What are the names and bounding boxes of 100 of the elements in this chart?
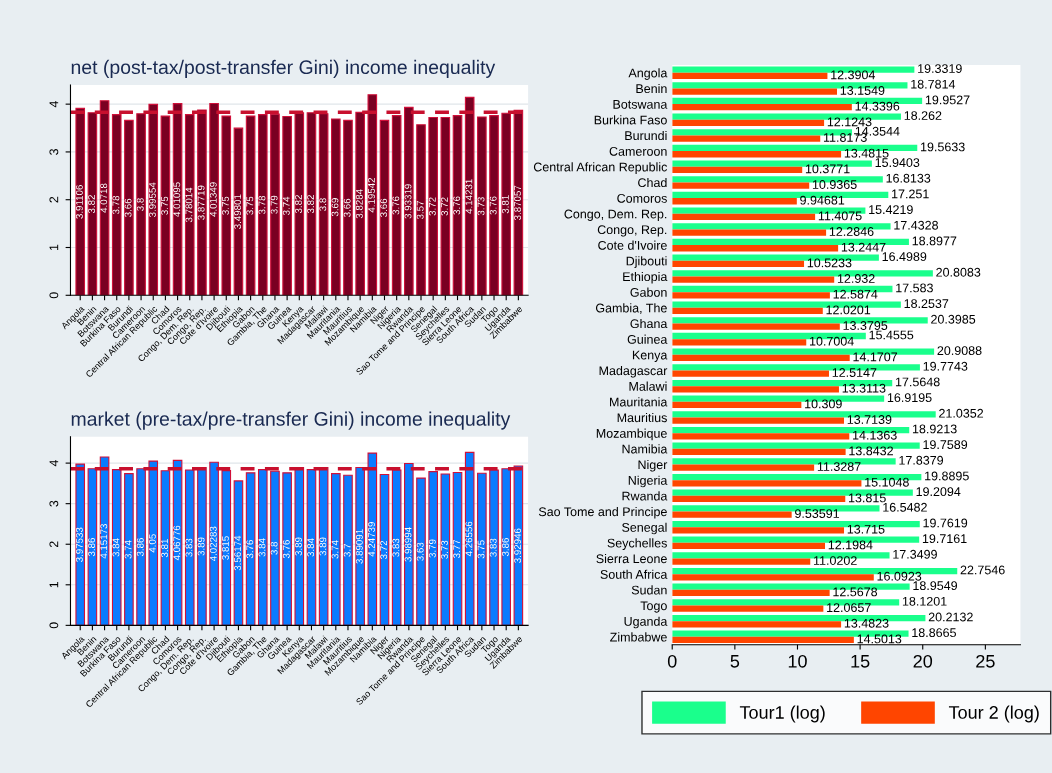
data-label: 3.72 [380, 540, 388, 559]
data-label: 18.1201 [902, 596, 947, 606]
y-tick-label: Ethiopia [623, 271, 668, 284]
data-label: 19.3319 [918, 64, 962, 73]
bar [672, 339, 807, 346]
data-label: 4.06776 [173, 525, 181, 561]
data-label: 3.93319 [404, 184, 412, 219]
data-label: 18.9549 [913, 581, 958, 591]
data-label: 3.56174 [234, 535, 242, 571]
bar [672, 448, 846, 456]
data-label: 13.4823 [844, 618, 889, 628]
data-label: 13.8432 [849, 446, 893, 456]
data-label: 3.83 [392, 538, 400, 557]
data-label: 3.74 [282, 196, 290, 216]
bar [672, 558, 811, 565]
data-label: 10.5233 [807, 258, 852, 268]
data-label: 3.86 [88, 538, 95, 557]
data-label: 12.5147 [832, 368, 877, 377]
y-tick-label: Uganda [624, 616, 668, 629]
data-label: 9.94681 [800, 195, 845, 205]
data-label: 12.3904 [831, 70, 876, 80]
bar [672, 229, 827, 236]
y-tick-label: Botswana [613, 100, 668, 109]
y-tick-label: 0 [49, 622, 59, 629]
bar [282, 116, 292, 296]
y-tick-label: South Africa [600, 569, 668, 579]
data-label: 3.82 [295, 195, 302, 214]
y-tick-label: 2 [49, 541, 59, 548]
bar [477, 116, 487, 296]
data-label: 4.19542 [368, 177, 375, 213]
data-label: 3.73 [477, 197, 485, 216]
data-label: 13.1549 [840, 86, 885, 95]
data-label: 15.1048 [865, 477, 909, 487]
data-label: 3.99554 [148, 182, 156, 218]
data-label: 9.53591 [795, 509, 840, 518]
bar [343, 474, 353, 626]
y-tick-label: Gabon [630, 287, 667, 297]
data-label: 19.7743 [923, 361, 968, 371]
x-tick-label: 0 [667, 654, 677, 668]
bar [428, 116, 438, 296]
data-label: 16.4989 [882, 252, 927, 262]
data-label: 3.74 [331, 540, 339, 559]
data-label: 22.7546 [960, 565, 1005, 575]
data-label: 3.84 [258, 538, 266, 557]
data-label: 3.91106 [75, 185, 83, 219]
data-label: 3.72 [428, 197, 436, 216]
bar [672, 433, 850, 440]
data-label: 3.57 [416, 201, 424, 220]
data-label: 13.3113 [842, 383, 886, 393]
data-label: 3.76 [246, 540, 254, 559]
bar [330, 473, 341, 626]
bar [672, 511, 792, 518]
bar [672, 135, 821, 142]
data-label: 20.2132 [928, 612, 973, 622]
y-tick-label: Burundi [625, 130, 667, 141]
bar [672, 636, 854, 644]
data-label: 3.69 [331, 198, 339, 217]
data-label: 10.309 [805, 399, 842, 409]
bar [672, 605, 824, 612]
bar [672, 464, 815, 471]
data-label: 3.79 [270, 195, 278, 214]
bar [672, 527, 845, 534]
y-tick-label: 3 [49, 149, 59, 155]
y-tick-label: Djibouti [626, 256, 667, 268]
bar [672, 292, 830, 299]
data-label: 13.4815 [844, 148, 889, 158]
data-label: 14.3396 [855, 101, 900, 111]
data-label: 19.7161 [922, 534, 967, 544]
data-label: 20.3985 [931, 314, 976, 324]
x-tick-label: 10 [788, 654, 807, 668]
data-label: 3.8 [270, 541, 278, 555]
data-label: 21.0352 [939, 408, 984, 418]
data-label: 17.3499 [893, 549, 937, 559]
data-label: 12.0657 [827, 603, 871, 612]
data-label: 4.26556 [465, 521, 473, 557]
data-label: 3.83 [185, 538, 193, 557]
y-tick-label: 4 [49, 460, 59, 467]
y-tick-label: 1 [49, 581, 59, 588]
data-label: 16.9195 [887, 393, 932, 403]
bar [672, 307, 823, 315]
bar [343, 119, 353, 296]
y-tick-label: Burkina Faso [594, 115, 667, 125]
bar [379, 119, 390, 296]
data-label: 3.815 [221, 536, 229, 560]
data-label: 4.24739 [368, 522, 375, 557]
data-label: 11.4075 [818, 211, 862, 221]
data-label: 10.9365 [812, 180, 857, 189]
data-label: 3.89 [197, 537, 205, 556]
bar [672, 72, 828, 80]
data-label: 19.7589 [923, 440, 968, 450]
data-label: 3.89091 [355, 529, 363, 564]
data-label: 12.5874 [833, 289, 878, 299]
data-label: 12.5678 [833, 587, 878, 597]
bar [672, 480, 862, 487]
y-tick-label: Sierra Leone [596, 553, 667, 564]
data-label: 13.2447 [841, 242, 886, 252]
data-label: 17.4328 [894, 220, 938, 230]
y-tick-label: Congo, Rep. [597, 225, 667, 237]
bar [672, 245, 839, 252]
data-label: 3.86 [136, 538, 144, 557]
